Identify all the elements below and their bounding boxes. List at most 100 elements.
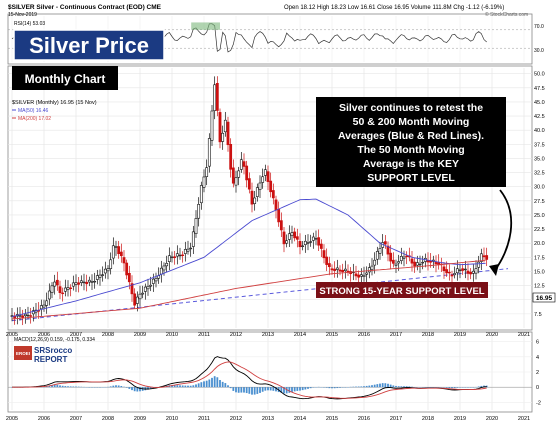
candle-body <box>200 185 202 202</box>
candle-body <box>142 293 144 294</box>
macd-histogram-bar <box>256 387 258 394</box>
candle-body <box>390 253 392 261</box>
x-tick-label: 2018 <box>422 332 434 338</box>
candle-body <box>22 316 24 318</box>
macd-histogram-bar <box>243 387 245 392</box>
candle-body <box>272 190 274 197</box>
macd-histogram-bar <box>224 383 226 387</box>
x-tick-label: 2012 <box>230 332 242 338</box>
chart-title: Silver Price <box>29 33 149 58</box>
candle-body <box>366 273 368 274</box>
candle-body <box>48 291 50 299</box>
macd-histogram-bar <box>294 387 296 391</box>
candle-body <box>331 269 333 270</box>
candle-body <box>80 281 82 283</box>
rsi-level-30: 30.0 <box>534 48 544 54</box>
rsi-overbought-fill <box>191 22 220 29</box>
macd-histogram-bar <box>112 386 114 388</box>
candle-body <box>256 188 258 197</box>
candle-body <box>134 294 136 305</box>
candle-body <box>150 285 152 286</box>
candle-body <box>56 280 58 285</box>
y-tick-label: 45.0 <box>534 100 545 106</box>
candle-body <box>446 270 448 273</box>
macd-histogram-bar <box>56 385 58 387</box>
macd-histogram-bar <box>387 384 389 387</box>
macd-histogram-bar <box>240 387 242 392</box>
candle-body <box>398 262 400 263</box>
candle-body <box>315 238 317 239</box>
candle-body <box>400 256 402 260</box>
macd-histogram-bar <box>392 385 394 387</box>
macd-histogram-bar <box>134 387 136 391</box>
macd-histogram-bar <box>179 385 181 387</box>
macd-histogram-bar <box>355 387 357 388</box>
date-line: 15-Nov-2019 <box>8 12 37 18</box>
macd-histogram-bar <box>67 386 69 387</box>
candle-body <box>232 168 234 183</box>
candle-body <box>62 293 64 294</box>
y-tick-label: 27.5 <box>534 199 545 205</box>
macd-histogram-bar <box>230 387 232 388</box>
candle-body <box>275 200 277 210</box>
x-tick-label: 2014 <box>294 332 306 338</box>
candle-body <box>163 266 165 270</box>
candle-body <box>171 257 173 258</box>
macd-histogram-bar <box>235 387 237 392</box>
x-tick-label: 2013 <box>262 332 274 338</box>
x-tick-label: 2011 <box>198 332 210 338</box>
macd-tick-label: -2 <box>536 400 541 406</box>
candle-body <box>475 269 477 273</box>
candle-body <box>470 272 472 274</box>
macd-histogram-bar <box>296 387 298 391</box>
candle-body <box>96 276 98 280</box>
y-tick-label: 25.0 <box>534 213 545 219</box>
macd-histogram-bar <box>211 378 213 387</box>
x-tick-label-macd: 2008 <box>102 416 114 422</box>
logo-name-2: REPORT <box>34 355 67 364</box>
macd-histogram-bar <box>382 383 384 387</box>
y-tick-label: 22.5 <box>534 227 545 233</box>
candle-body <box>126 263 128 275</box>
candle-body <box>64 288 66 291</box>
x-tick-label: 2019 <box>454 332 466 338</box>
candle-body <box>416 263 418 266</box>
watermark: © StockCharts.com <box>485 11 528 18</box>
y-tick-label: 7.5 <box>534 312 542 318</box>
candle-body <box>195 219 197 234</box>
candle-body <box>376 251 378 259</box>
macd-tick-label: 0 <box>536 385 539 391</box>
candle-body <box>336 268 338 270</box>
candle-body <box>230 144 232 169</box>
candle-body <box>464 269 466 270</box>
macd-histogram-bar <box>395 386 397 387</box>
macd-histogram-bar <box>120 386 122 387</box>
candle-body <box>363 275 365 276</box>
candle-body <box>211 111 213 140</box>
macd-histogram-bar <box>59 385 61 387</box>
y-tick-label: 32.5 <box>534 171 545 177</box>
macd-histogram-bar <box>195 384 197 387</box>
candle-body <box>294 232 296 238</box>
candle-body <box>478 262 480 267</box>
macd-histogram-bar <box>390 385 392 388</box>
candle-body <box>19 315 21 316</box>
candle-body <box>251 191 253 204</box>
macd-histogram-bar <box>203 381 205 387</box>
candle-body <box>187 249 189 251</box>
macd-histogram-bar <box>70 386 72 387</box>
macd-histogram-bar <box>374 385 376 388</box>
macd-histogram-bar <box>307 387 309 389</box>
candle-body <box>267 172 269 182</box>
macd-label: MACD(12,26,9) 0.159, -0.175, 0.334 <box>14 337 95 343</box>
x-tick-label-macd: 2020 <box>486 416 498 422</box>
logo-name-1: SRSrocco <box>34 346 72 355</box>
symbol-line: $SILVER Silver - Continuous Contract (EO… <box>8 4 162 11</box>
macd-tick-label: 2 <box>536 370 539 376</box>
candle-body <box>182 255 184 256</box>
candle-body <box>227 122 229 145</box>
callout-line-5: Average is the KEY <box>363 158 459 170</box>
candle-body <box>179 255 181 256</box>
macd-histogram-bar <box>238 387 240 393</box>
candle-body <box>152 279 154 283</box>
